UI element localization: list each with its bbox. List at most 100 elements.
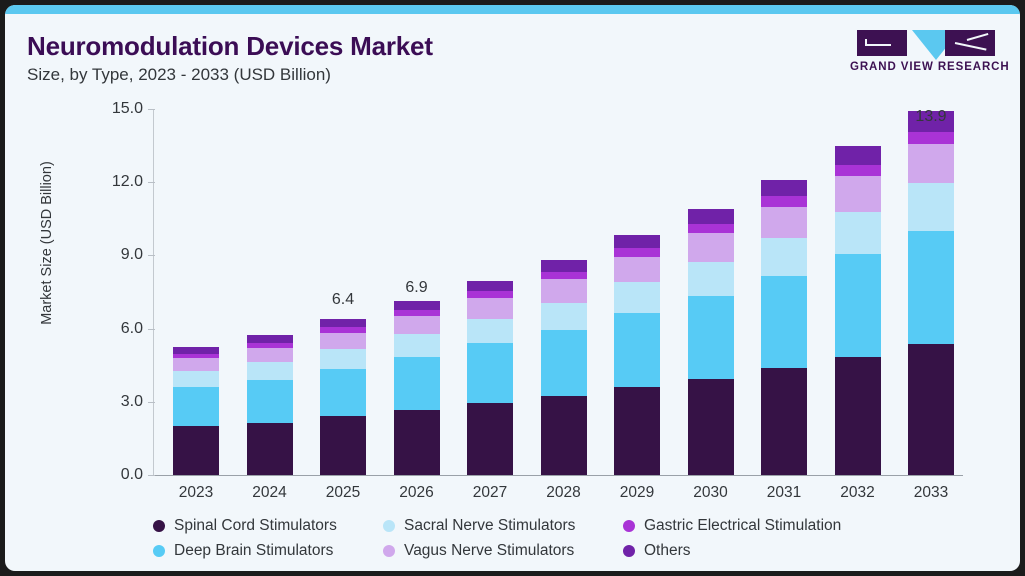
bar-segment[interactable]: [320, 416, 366, 475]
bar-segment[interactable]: [467, 403, 513, 475]
bar-column[interactable]: [246, 334, 293, 475]
bar-segment[interactable]: [246, 379, 293, 423]
bar-segment[interactable]: [687, 378, 734, 475]
bar-segment[interactable]: [834, 176, 881, 212]
x-axis-tick-label: 2033: [913, 484, 949, 501]
legend-item[interactable]: Sacral Nerve Stimulators: [383, 517, 623, 535]
bar-segment[interactable]: [540, 272, 587, 280]
bar-segment[interactable]: [761, 206, 807, 239]
bar-column[interactable]: [687, 209, 734, 475]
bar-segment[interactable]: [834, 254, 881, 357]
bar-segment[interactable]: [320, 327, 366, 333]
bar-segment[interactable]: [393, 315, 440, 335]
bar-segment[interactable]: [393, 300, 440, 310]
legend-item[interactable]: Deep Brain Stimulators: [153, 542, 383, 560]
bar-segment[interactable]: [540, 279, 587, 303]
bar-segment[interactable]: [320, 332, 366, 350]
x-axis-tick-label: 2026: [399, 484, 434, 501]
bar-segment[interactable]: [908, 231, 954, 345]
bar-segment[interactable]: [540, 302, 587, 330]
bar-segment[interactable]: [687, 233, 734, 262]
x-axis-tick-label: 2031: [766, 484, 802, 501]
bar-column[interactable]: [320, 318, 366, 475]
y-axis-tick-mark: [148, 109, 155, 110]
bar-segment[interactable]: [246, 362, 293, 380]
bar-segment[interactable]: [173, 371, 219, 388]
bar-segment[interactable]: [393, 356, 440, 411]
bar-segment[interactable]: [173, 426, 219, 475]
bar-column[interactable]: [834, 145, 881, 475]
bar-segment[interactable]: [173, 353, 219, 358]
bar-column[interactable]: [761, 179, 807, 475]
y-axis-tick-label: 9.0: [120, 246, 143, 264]
bar-segment[interactable]: [173, 357, 219, 372]
bar-column[interactable]: [393, 300, 440, 475]
bar-segment[interactable]: [320, 349, 366, 369]
bar-segment[interactable]: [246, 347, 293, 363]
bar-segment[interactable]: [467, 281, 513, 292]
bar-segment[interactable]: [834, 211, 881, 255]
bar-segment[interactable]: [467, 298, 513, 319]
bar-segment[interactable]: [908, 183, 954, 232]
bar-segment[interactable]: [393, 334, 440, 357]
legend-item[interactable]: Vagus Nerve Stimulators: [383, 542, 623, 560]
bar-segment[interactable]: [908, 344, 954, 475]
bar-segment[interactable]: [614, 248, 660, 257]
bar-segment[interactable]: [173, 387, 219, 427]
bar-column[interactable]: [908, 111, 954, 475]
bar-column[interactable]: [614, 234, 660, 475]
x-axis-tick-label: 2028: [546, 484, 581, 501]
bar-column[interactable]: [173, 346, 219, 475]
bar-segment[interactable]: [246, 342, 293, 348]
logo-marks: [850, 28, 1002, 60]
bar-segment[interactable]: [908, 131, 954, 145]
x-axis-tick-label: 2030: [693, 484, 728, 501]
bar-segment[interactable]: [614, 312, 660, 388]
bar-segment[interactable]: [614, 234, 660, 249]
legend-item[interactable]: Others: [623, 542, 883, 560]
bar-segment[interactable]: [614, 282, 660, 313]
bar-segment[interactable]: [467, 291, 513, 299]
grand-view-research-logo: GRAND VIEW RESEARCH: [850, 28, 1010, 78]
bar-segment[interactable]: [614, 387, 660, 475]
bar-segment[interactable]: [467, 318, 513, 344]
bar-segment[interactable]: [908, 144, 954, 184]
bar-segment[interactable]: [687, 261, 734, 296]
bar-segment[interactable]: [761, 238, 807, 277]
bar-segment[interactable]: [320, 368, 366, 417]
bar-segment[interactable]: [761, 179, 807, 197]
legend-item[interactable]: Gastric Electrical Stimulation: [623, 517, 883, 535]
legend-label: Gastric Electrical Stimulation: [644, 516, 842, 534]
bar-segment[interactable]: [540, 329, 587, 396]
bar-segment[interactable]: [687, 224, 734, 234]
bar-segment[interactable]: [687, 295, 734, 379]
bar-column[interactable]: [540, 260, 587, 475]
bar-segment[interactable]: [173, 346, 219, 354]
x-axis-tick-label: 2023: [178, 484, 214, 501]
bar-segment[interactable]: [393, 309, 440, 316]
bar-column[interactable]: [467, 281, 513, 475]
chart-card: Neuromodulation Devices Market Size, by …: [5, 5, 1020, 571]
logo-wordmark: GRAND VIEW RESEARCH: [850, 61, 1010, 73]
legend-item[interactable]: Spinal Cord Stimulators: [153, 517, 383, 535]
bar-segment[interactable]: [540, 260, 587, 273]
legend-color-swatch-icon: [153, 519, 165, 532]
bar-segment[interactable]: [834, 356, 881, 475]
bar-segment[interactable]: [467, 343, 513, 404]
legend-color-swatch-icon: [623, 544, 635, 557]
bar-segment[interactable]: [687, 209, 734, 225]
bar-segment[interactable]: [246, 422, 293, 475]
bar-segment[interactable]: [246, 334, 293, 343]
bar-segment[interactable]: [761, 276, 807, 368]
bar-segment[interactable]: [761, 367, 807, 475]
bar-segment[interactable]: [834, 164, 881, 177]
bar-segment[interactable]: [540, 395, 587, 475]
bar-segment[interactable]: [761, 196, 807, 207]
bar-segment[interactable]: [614, 256, 660, 283]
x-axis-tick-label: 2027: [472, 484, 508, 501]
bar-segment[interactable]: [320, 318, 366, 328]
legend-row: Spinal Cord Stimulators Sacral Nerve Stim…: [153, 513, 893, 538]
bar-segment[interactable]: [834, 145, 881, 165]
bar-segment[interactable]: [393, 410, 440, 475]
bar-segment[interactable]: [908, 111, 954, 132]
